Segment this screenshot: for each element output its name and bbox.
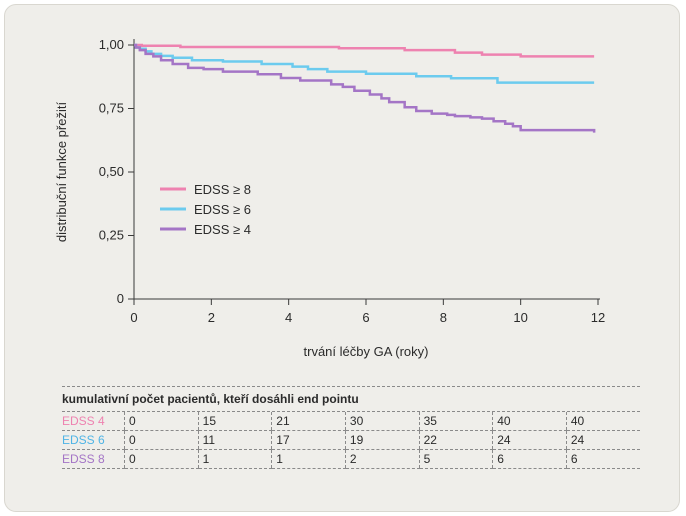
table-cell: 21	[271, 412, 346, 431]
table-cell: 17	[271, 430, 346, 450]
x-tick-label: 12	[591, 310, 605, 325]
y-tick-label: 0,25	[99, 228, 124, 243]
table-cell: 6	[565, 449, 640, 469]
table-cell: 0	[124, 449, 199, 469]
legend-label: EDSS ≥ 4	[194, 222, 251, 237]
table-cell: 19	[344, 430, 420, 450]
x-tick-label: 4	[285, 310, 292, 325]
x-tick-label: 2	[208, 310, 215, 325]
row-label: EDSS 6	[62, 430, 125, 450]
table-cell: 0	[124, 430, 199, 450]
survival-chart: 0 0,25 0,50 0,75 1,00 0 2 4 6 8 10 12 trvání léčby G…	[54, 37, 605, 359]
row-label: EDSS 8	[62, 449, 125, 469]
table-cell: 2	[344, 449, 420, 469]
chart-series	[134, 43, 596, 133]
series-line-2	[134, 43, 595, 84]
series-line-3	[134, 43, 596, 133]
table-cell: 11	[197, 430, 272, 450]
legend-label: EDSS ≥ 8	[194, 182, 251, 197]
y-tick-label: 0,50	[99, 164, 124, 179]
table-cell: 40	[492, 412, 567, 431]
y-tick-label: 0,75	[99, 101, 124, 116]
table-row: EDSS 6 0 11 17 19 22 24 24	[62, 430, 640, 450]
table-cell: 1	[271, 449, 346, 469]
x-tick-label: 10	[513, 310, 527, 325]
y-axis-title: distribuční funkce přežití	[54, 102, 69, 243]
chart-legend: EDSS ≥ 8 EDSS ≥ 6 EDSS ≥ 4	[160, 182, 251, 237]
table-cell: 15	[197, 412, 272, 431]
x-tick-label: 0	[130, 310, 137, 325]
table-cell: 30	[344, 412, 420, 431]
table-cell: 0	[124, 412, 199, 431]
y-tick-label: 0	[117, 291, 124, 306]
series-line-1	[134, 43, 595, 58]
table-cell: 22	[418, 430, 493, 450]
row-label: EDSS 4	[62, 412, 125, 431]
table-row: EDSS 4 0 15 21 30 35 40 40	[62, 412, 640, 431]
legend-label: EDSS ≥ 6	[194, 202, 251, 217]
chart-axes: 0 0,25 0,50 0,75 1,00 0 2 4 6 8 10 12 trvání léčby G…	[54, 37, 605, 359]
table-cell: 1	[197, 449, 272, 469]
table-cell: 24	[565, 430, 640, 450]
x-tick-label: 6	[362, 310, 369, 325]
table-cell: 6	[492, 449, 567, 469]
x-axis-title: trvání léčby GA (roky)	[304, 344, 429, 359]
table-cell: 35	[418, 412, 493, 431]
cumulative-table: kumulativní počet pacientů, kteří dosáhl…	[62, 386, 640, 469]
table-cell: 5	[418, 449, 493, 469]
table-title: kumulativní počet pacientů, kteří dosáhl…	[62, 386, 640, 412]
counts-table: EDSS 4 0 15 21 30 35 40 40 EDSS 6 0 11 17 19 22 24 24 ED…	[62, 412, 640, 469]
table-cell: 40	[565, 412, 640, 431]
y-tick-label: 1,00	[99, 37, 124, 52]
table-cell: 24	[492, 430, 567, 450]
x-tick-label: 8	[440, 310, 447, 325]
